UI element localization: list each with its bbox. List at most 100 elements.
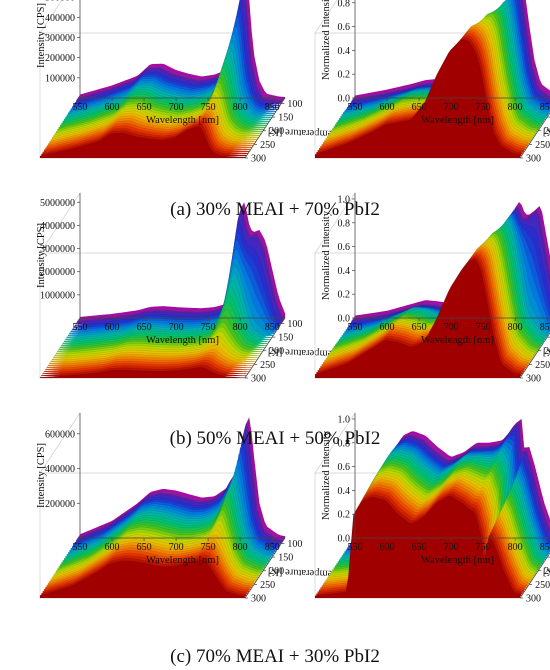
x-tick-label-a-right-3: 700 — [444, 102, 459, 113]
y-axis-label-a-right: Temperature [K] — [543, 126, 550, 139]
caption-c: (c) 70% MEAI + 30% PbI2 — [170, 646, 380, 667]
chart-panel-a-right: 5506006507007508008501001502002503000.00… — [314, 0, 550, 165]
x-tick-label-a-left-5: 800 — [233, 102, 248, 113]
axis-lines-c-right — [354, 413, 550, 599]
x-tick-label-b-left-4: 750 — [201, 322, 216, 333]
y-tick-label-a-right-2: 200 — [544, 126, 550, 137]
axis-lines-b-right — [354, 193, 550, 379]
x-tick-label-b-right-6: 850 — [540, 322, 550, 333]
z-tick-label-c-right-2: 0.4 — [338, 486, 351, 497]
z-axis-label-c-right: Normalized Intensity — [321, 430, 332, 520]
y-tick-label-b-right-2: 200 — [544, 346, 550, 357]
y-tick-label-c-left-3: 250 — [260, 580, 275, 591]
x-tick-label-c-right-5: 800 — [508, 542, 523, 553]
z-tick-label-b-right-0: 0.0 — [338, 314, 351, 325]
x-tick-label-c-left-4: 750 — [201, 542, 216, 553]
x-tick-label-b-right-3: 700 — [444, 322, 459, 333]
y-tick-label-a-right-4: 300 — [526, 154, 541, 165]
x-tick-label-a-left-6: 850 — [265, 102, 280, 113]
x-tick-label-c-right-6: 850 — [540, 542, 550, 553]
surface-slice-a-right-0 — [314, 39, 521, 159]
y-tick-label-a-left-3: 250 — [260, 140, 275, 151]
y-tick-label-a-right-3: 250 — [535, 140, 550, 151]
x-tick-label-b-left-0: 550 — [73, 322, 88, 333]
x-tick-label-a-left-3: 700 — [169, 102, 184, 113]
z-tick-label-c-right-5: 1.0 — [338, 414, 351, 425]
x-tick-label-b-left-5: 800 — [233, 322, 248, 333]
surface-slice-c-right-0 — [314, 496, 521, 599]
y-tick-label-c-left-4: 300 — [251, 594, 266, 605]
y-tick-label-b-left-2: 200 — [269, 346, 284, 357]
z-tick-label-b-right-3: 0.6 — [338, 242, 351, 253]
x-tick-label-b-right-2: 650 — [412, 322, 427, 333]
z-axis-label-b-left: Intensity [CPS] — [36, 223, 47, 288]
x-tick-label-b-right-1: 600 — [380, 322, 395, 333]
x-tick-label-a-right-5: 800 — [508, 102, 523, 113]
z-tick-label-a-right-0: 0.0 — [338, 94, 351, 105]
z-axis-label-a-right: Normalized Intensity — [321, 0, 332, 80]
chart-panel-c-right: 5506006507007508008501001502002503000.00… — [314, 411, 550, 605]
x-tick-label-c-left-1: 600 — [105, 542, 120, 553]
chart-panel-a-left: 550 600 650 700 750 800 850 100 150 200 250 300 1000… — [36, 0, 338, 165]
y-tick-label-a-left-2: 200 — [269, 126, 284, 137]
x-tick-label-c-right-4: 750 — [476, 542, 491, 553]
axis-lines-a-right — [354, 0, 550, 159]
z-tick-label-b-right-2: 0.4 — [338, 266, 351, 277]
y-tick-label-b-left-0: 100 — [287, 319, 302, 330]
chart-panel-b-left: 550 600 650 700 750 800 850 100 150 200 250 300 1000… — [36, 191, 338, 385]
x-tick-label-c-right-3: 700 — [444, 542, 459, 553]
z-tick-label-b-right-1: 0.2 — [338, 290, 351, 301]
panels-layer: 550 600 650 700 750 800 850 1001502002503001000… — [36, 0, 550, 605]
y-axis-label-b-right: Temperature [K] — [543, 346, 550, 359]
x-axis-label-b-right: Wavelength [nm] — [421, 335, 494, 346]
y-tick-label-b-left-3: 250 — [260, 360, 275, 371]
z-tick-label-a-left-2: 300000 — [45, 33, 75, 44]
y-tick-label-b-left-1: 150 — [278, 333, 293, 344]
z-axis-label-c-left: Intensity [CPS] — [36, 443, 47, 508]
x-tick-label-a-right-2: 650 — [412, 102, 427, 113]
x-axis-label-a-right: Wavelength [nm] — [421, 115, 494, 126]
x-tick-label-b-right-5: 800 — [508, 322, 523, 333]
z-tick-label-b-right-4: 0.8 — [338, 218, 351, 229]
y-axis-label-a-left: Temperature [K] — [268, 126, 338, 139]
caption-a: (a) 30% MEAI + 70% PbI2 — [170, 199, 380, 220]
z-tick-label-a-left-0: 100000 — [45, 73, 75, 84]
axis-lines-b-left — [79, 193, 286, 379]
chart-panel-c-left: 550 600 650 700 750 800 850 100 150 200 250 300 2000… — [36, 411, 338, 605]
x-tick-label-a-right-1: 600 — [380, 102, 395, 113]
y-tick-label-c-left-0: 100 — [287, 539, 302, 550]
x-tick-label-c-left-3: 700 — [169, 542, 184, 553]
x-tick-label-a-left-1: 600 — [105, 102, 120, 113]
z-tick-label-a-left-1: 200000 — [45, 53, 75, 64]
x-axis-label-c-right: Wavelength [nm] — [421, 555, 494, 566]
z-tick-label-a-right-4: 0.8 — [338, 0, 351, 9]
y-tick-label-c-left-2: 200 — [269, 566, 284, 577]
z-axis-label-b-right: Normalized Intensity — [321, 210, 332, 300]
y-axis-label-c-right: Temperature [K] — [543, 566, 550, 579]
z-axis-label-a-left: Intensity [CPS] — [36, 3, 47, 68]
x-tick-label-c-right-2: 650 — [412, 542, 427, 553]
axis-lines-a-left — [79, 0, 286, 159]
z-tick-label-a-right-3: 0.6 — [338, 22, 351, 33]
surface-slice-a-left-0 — [39, 125, 246, 159]
caption-b: (b) 50% MEAI + 50% PbI2 — [170, 428, 381, 449]
chart-panel-b-right: 5506006507007508008501001502002503000.00… — [314, 191, 550, 385]
y-axis-label-c-left: Temperature [K] — [268, 566, 338, 579]
x-tick-label-b-left-1: 600 — [105, 322, 120, 333]
x-tick-label-b-left-2: 650 — [137, 322, 152, 333]
z-tick-label-c-right-1: 0.2 — [338, 510, 351, 521]
x-tick-label-b-left-6: 850 — [265, 322, 280, 333]
x-tick-label-b-right-0: 550 — [348, 322, 363, 333]
x-tick-label-a-left-4: 750 — [201, 102, 216, 113]
y-tick-label-b-right-4: 300 — [526, 374, 541, 385]
x-axis-label-a-left: Wavelength [nm] — [146, 115, 219, 126]
y-tick-label-b-right-3: 250 — [535, 360, 550, 371]
x-tick-label-a-right-0: 550 — [348, 102, 363, 113]
z-tick-label-b-right-5: 1.0 — [338, 194, 351, 205]
z-tick-label-b-left-0: 1000000 — [40, 290, 75, 301]
x-tick-label-c-left-0: 550 — [73, 542, 88, 553]
x-tick-label-a-right-4: 750 — [476, 102, 491, 113]
x-axis-label-c-left: Wavelength [nm] — [146, 555, 219, 566]
x-axis-label-b-left: Wavelength [nm] — [146, 335, 219, 346]
